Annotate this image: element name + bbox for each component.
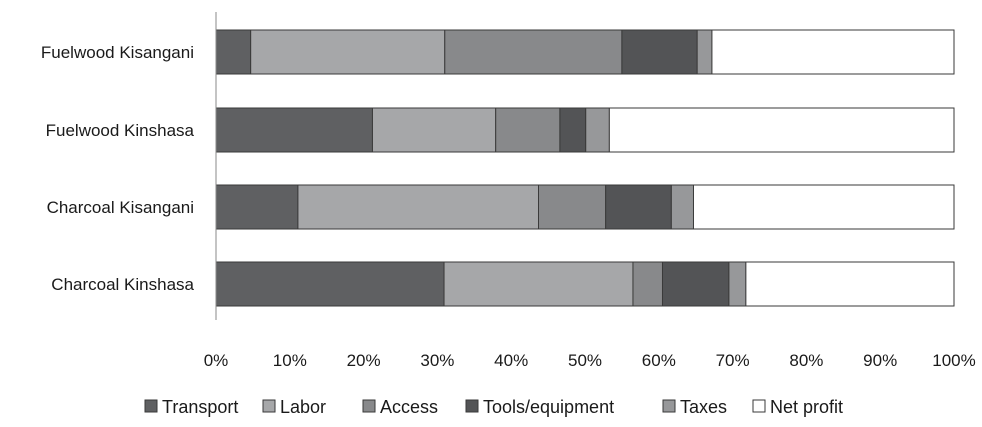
- x-tick-label: 40%: [494, 351, 528, 370]
- bar-segment-fuelwood-kinshasa-access: [495, 107, 561, 153]
- legend-label: Access: [380, 397, 438, 417]
- bar-segment-fuelwood-kisangani-tools-equipment: [621, 29, 698, 75]
- bar-segment-charcoal-kinshasa-taxes: [728, 261, 747, 307]
- legend-label: Labor: [280, 397, 326, 417]
- legend-swatch: [662, 399, 676, 413]
- bar-segment-fuelwood-kisangani-taxes: [696, 29, 713, 75]
- bar-segment-fuelwood-kinshasa-labor: [371, 107, 497, 153]
- legend: Transport Labor Access Tools/equipment Taxes…: [144, 397, 843, 417]
- x-tick-label: 80%: [789, 351, 823, 370]
- x-tick-label: 60%: [642, 351, 676, 370]
- bar-segment-charcoal-kisangani-tools-equipment: [605, 184, 672, 230]
- bar-segment-fuelwood-kisangani-access: [444, 29, 623, 75]
- legend-label: Tools/equipment: [483, 397, 614, 417]
- bar-segment-charcoal-kisangani-taxes: [670, 184, 694, 230]
- x-tick-label: 30%: [420, 351, 454, 370]
- legend-item-transport: Transport: [144, 397, 238, 417]
- legend-label: Transport: [162, 397, 238, 417]
- bar-segment-charcoal-kinshasa-tools-equipment: [661, 261, 730, 307]
- bar-segment-charcoal-kinshasa-access: [632, 261, 663, 307]
- bar-segment-charcoal-kisangani-labor: [297, 184, 540, 230]
- legend-item-net-profit: Net profit: [752, 397, 843, 417]
- x-tick-label: 90%: [863, 351, 897, 370]
- category-label: Charcoal Kinshasa: [51, 275, 194, 294]
- legend-item-tools-equipment: Tools/equipment: [465, 397, 614, 417]
- bar-segment-fuelwood-kisangani-labor: [250, 29, 446, 75]
- x-tick-label: 100%: [932, 351, 975, 370]
- category-label: Charcoal Kisangani: [47, 198, 194, 217]
- bar-segment-fuelwood-kinshasa-net-profit: [608, 107, 955, 153]
- x-tick-label: 10%: [273, 351, 307, 370]
- category-label: Fuelwood Kisangani: [41, 43, 194, 62]
- category-label: Fuelwood Kinshasa: [46, 121, 195, 140]
- x-tick-label: 0%: [204, 351, 229, 370]
- x-tick-label: 50%: [568, 351, 602, 370]
- legend-swatch: [752, 399, 766, 413]
- bar-segment-charcoal-kisangani-access: [538, 184, 607, 230]
- bar-segment-charcoal-kisangani-transport: [215, 184, 299, 230]
- legend-item-taxes: Taxes: [662, 397, 727, 417]
- legend-item-access: Access: [362, 397, 438, 417]
- bar-segment-charcoal-kinshasa-transport: [215, 261, 445, 307]
- bar-segment-fuelwood-kinshasa-transport: [215, 107, 373, 153]
- bar-segment-fuelwood-kinshasa-taxes: [585, 107, 610, 153]
- bar-segment-fuelwood-kinshasa-tools-equipment: [559, 107, 587, 153]
- legend-label: Taxes: [680, 397, 727, 417]
- bar-segment-fuelwood-kisangani-net-profit: [711, 29, 955, 75]
- legend-item-labor: Labor: [262, 397, 326, 417]
- legend-swatch: [262, 399, 276, 413]
- bar-segment-charcoal-kisangani-net-profit: [692, 184, 955, 230]
- legend-swatch: [362, 399, 376, 413]
- legend-swatch: [144, 399, 158, 413]
- bar-segment-charcoal-kinshasa-labor: [443, 261, 634, 307]
- bar-segment-fuelwood-kisangani-transport: [215, 29, 252, 75]
- legend-label: Net profit: [770, 397, 843, 417]
- axis-layer: Fuelwood Kisangani Fuelwood Kinshasa Charc…: [41, 12, 976, 370]
- bars-layer: [215, 29, 955, 307]
- bar-segment-charcoal-kinshasa-net-profit: [745, 261, 955, 307]
- legend-swatch: [465, 399, 479, 413]
- x-tick-label: 20%: [347, 351, 381, 370]
- x-tick-label: 70%: [716, 351, 750, 370]
